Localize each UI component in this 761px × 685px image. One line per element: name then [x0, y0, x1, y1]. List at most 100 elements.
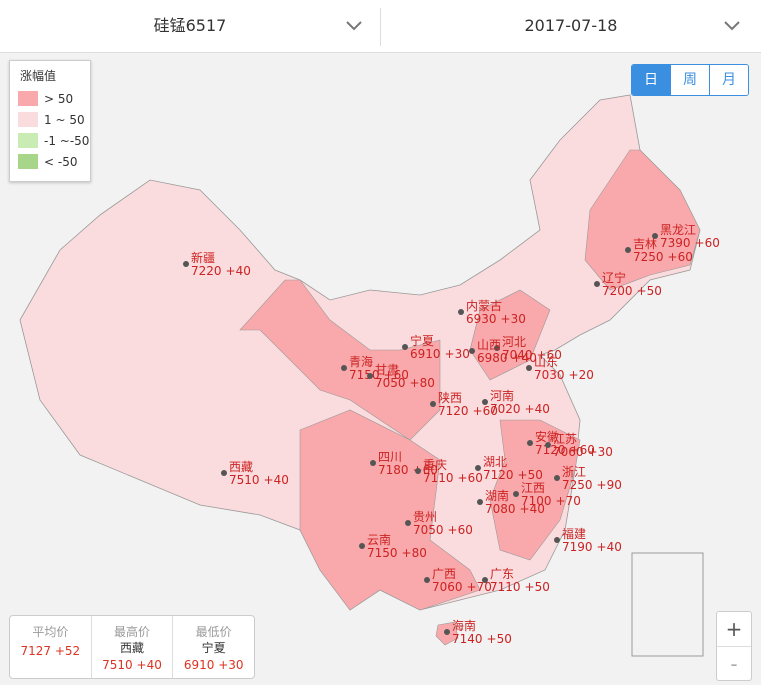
- province-name: 浙江: [562, 465, 586, 479]
- legend-label: 1 ~ 50: [44, 112, 85, 127]
- province-price: 7080: [485, 502, 516, 516]
- zoom-button[interactable]: -: [717, 646, 751, 681]
- province-price: 7050: [413, 523, 444, 537]
- province-name: 内蒙古: [466, 298, 502, 313]
- province-dot: [370, 460, 376, 466]
- province-value: 7220 +40: [191, 264, 251, 278]
- date-select[interactable]: 2017-07-18: [381, 0, 761, 52]
- province-value: 7060 +30: [553, 445, 613, 459]
- header: 硅锰6517 2017-07-18: [0, 0, 761, 53]
- province-change: +60: [570, 443, 595, 457]
- stat-change: +30: [218, 658, 244, 672]
- stat-region: 西藏: [120, 641, 145, 655]
- province-dot: [475, 465, 481, 471]
- period-buttons: 日周月: [631, 64, 749, 96]
- province-change: +40: [525, 402, 550, 416]
- province-dot: [405, 520, 411, 526]
- province-price: 7510: [229, 473, 260, 487]
- stat-price: 6910: [183, 658, 215, 672]
- province-change: +30: [588, 445, 613, 459]
- province-dot: [183, 261, 189, 267]
- province-change: +40: [520, 502, 545, 516]
- province-price: 7180: [378, 463, 409, 477]
- province-change: +40: [226, 264, 251, 278]
- province-name: 宁夏: [410, 333, 434, 348]
- province-value: 7250 +60: [633, 250, 693, 264]
- province-dot: [458, 309, 464, 315]
- province-price: 7060: [553, 445, 584, 459]
- province-change: +60: [668, 250, 693, 264]
- province-change: +60: [448, 523, 473, 537]
- province-name: 江苏: [553, 432, 577, 446]
- province-price: 7040: [502, 348, 533, 362]
- province-change: +40: [597, 540, 622, 554]
- province-change: +80: [402, 546, 427, 560]
- province-name: 云南: [367, 532, 391, 547]
- legend-swatch: [18, 91, 38, 106]
- stat-cell: 最高价西藏 7510 +40: [90, 616, 173, 678]
- province-value: 7110 +50: [490, 580, 550, 594]
- province-change: +80: [410, 376, 435, 390]
- province-price: 7250: [562, 478, 593, 492]
- stat-value: 7127 +52: [10, 642, 91, 660]
- stat-label: 最高价: [114, 625, 151, 639]
- stat-value: 7510 +40: [92, 656, 173, 674]
- province-dot: [482, 577, 488, 583]
- province-value: 6980 +40: [477, 351, 537, 365]
- zoom-button[interactable]: +: [725, 617, 743, 641]
- province-value: 7100 +70: [521, 494, 581, 508]
- province-price: 7220: [191, 264, 222, 278]
- province-dot: [341, 365, 347, 371]
- province-dot: [415, 468, 421, 474]
- province-value: 7050 +80: [375, 376, 435, 390]
- province-dot: [367, 373, 373, 379]
- product-select[interactable]: 硅锰6517: [0, 0, 380, 52]
- province-value: 6910 +30: [410, 347, 470, 361]
- province-dot: [513, 491, 519, 497]
- province-name: 山东: [534, 355, 558, 369]
- province-value: 7390 +60: [660, 236, 720, 250]
- product-text: 硅锰6517: [153, 16, 227, 35]
- province-value: 7080 +40: [485, 502, 545, 516]
- legend-item: 1 ~ 50: [18, 109, 90, 130]
- province-price: 7200: [602, 284, 633, 298]
- province-name: 重庆: [423, 458, 447, 472]
- period-button[interactable]: 日: [632, 65, 670, 95]
- province-name: 青海: [349, 354, 373, 369]
- legend-label: > 50: [44, 91, 74, 106]
- province-change: +60: [537, 348, 562, 362]
- period-button[interactable]: 周: [670, 65, 709, 95]
- province-change: +40: [264, 473, 289, 487]
- province-change: +50: [525, 580, 550, 594]
- province-change: +30: [445, 347, 470, 361]
- province-change: +60: [473, 404, 498, 418]
- province-change: +50: [637, 284, 662, 298]
- province-value: 7030 +20: [534, 368, 594, 382]
- province-value: 7200 +50: [602, 284, 662, 298]
- province-name: 河北: [502, 335, 526, 349]
- province-price: 6980: [477, 351, 508, 365]
- province-change: +50: [518, 468, 543, 482]
- province-dot: [482, 399, 488, 405]
- province-price: 7050: [375, 376, 406, 390]
- province-price: 6910: [410, 347, 441, 361]
- province-change: +90: [597, 478, 622, 492]
- period-button[interactable]: 月: [709, 65, 748, 95]
- stat-region: 宁夏: [201, 641, 226, 655]
- stat-label: 平均价: [32, 625, 69, 639]
- legend-swatch: [18, 154, 38, 169]
- province-dot: [625, 247, 631, 253]
- province-price: 7020: [490, 402, 521, 416]
- stat-change: +40: [136, 658, 162, 672]
- province-name: 海南: [452, 618, 476, 633]
- province-value: 7150 +60: [349, 368, 409, 382]
- province-name: 陕西: [438, 390, 462, 405]
- province-price: 7140: [452, 632, 483, 646]
- legend-label: < -50: [44, 154, 78, 169]
- stat-cell: 平均价 7127 +52: [10, 616, 91, 678]
- province-value: 7190 +40: [562, 540, 622, 554]
- province-price: 6930: [466, 312, 497, 326]
- province-change: +50: [487, 632, 512, 646]
- province-dot: [554, 475, 560, 481]
